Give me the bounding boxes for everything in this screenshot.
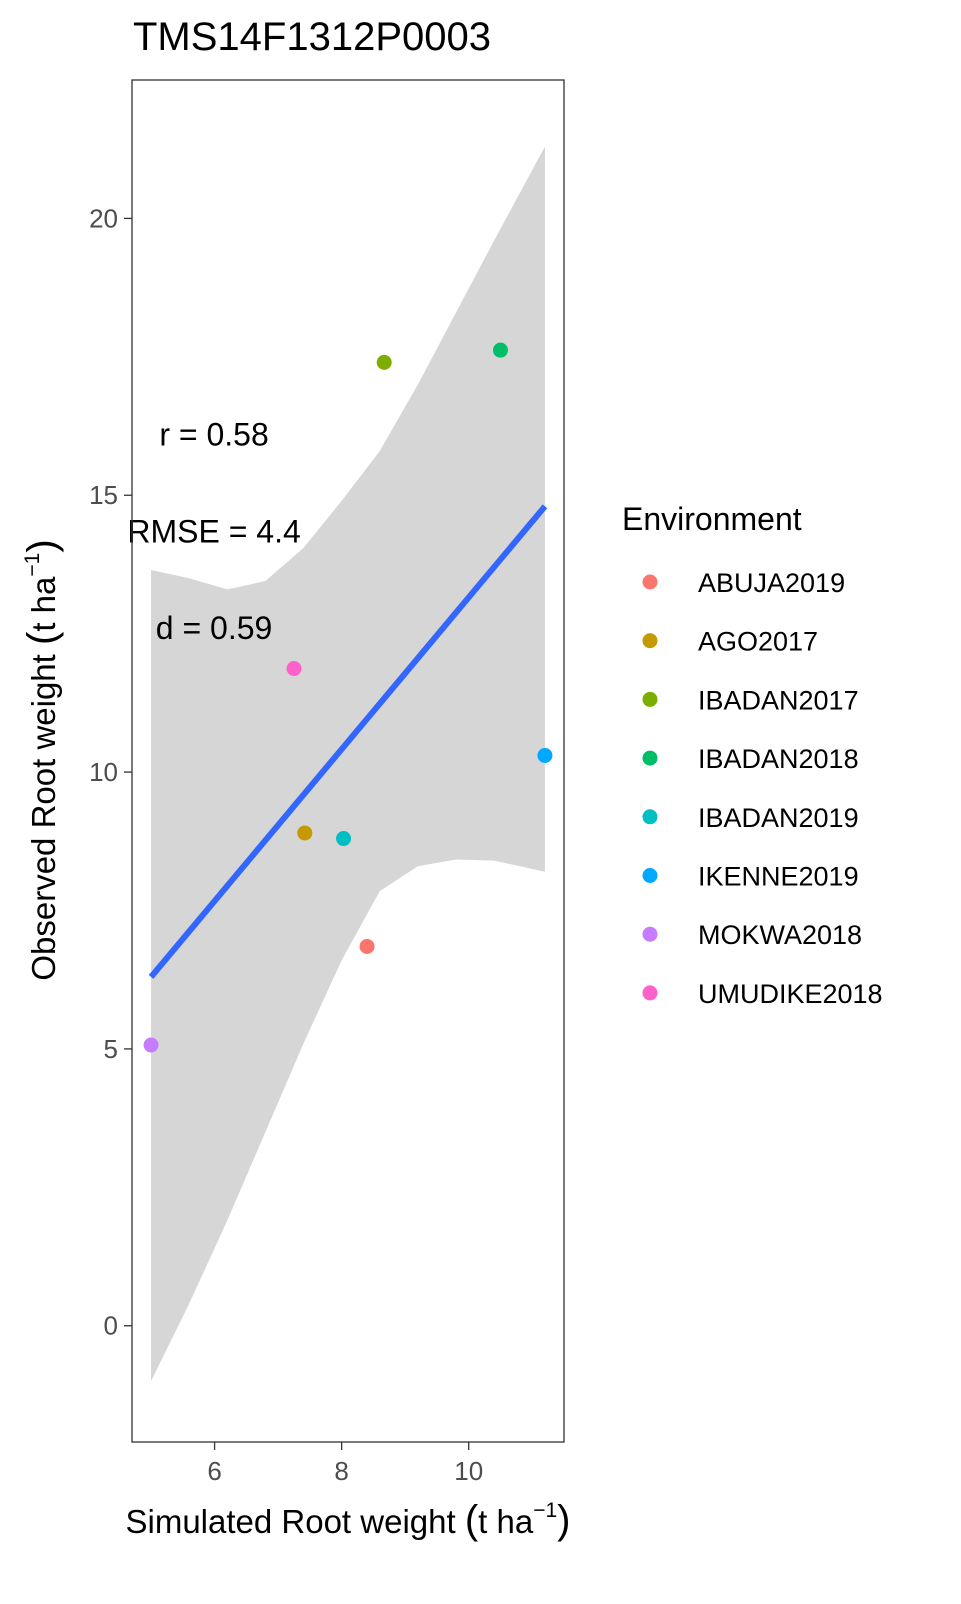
- y-axis-label: Observed Root weight (t ha−1): [20, 539, 64, 980]
- legend-label-ibadan2018: IBADAN2018: [698, 744, 859, 774]
- legend-label-umudike2018: UMUDIKE2018: [698, 979, 883, 1009]
- legend-title: Environment: [622, 501, 802, 537]
- legend-key-mokwa2018: [642, 926, 658, 942]
- x-axis-label-unit: t ha: [478, 1503, 534, 1540]
- point-umudike2018: [286, 661, 302, 677]
- y-tick-label-5: 5: [104, 1034, 118, 1064]
- legend-label-ibadan2017: IBADAN2017: [698, 685, 859, 715]
- confidence-band-layer: [151, 146, 545, 1382]
- x-axis-label: Simulated Root weight (t ha−1): [125, 1498, 570, 1542]
- legend: Environment ABUJA2019 AGO2017 IBADAN2017 IB…: [622, 501, 883, 1009]
- y-axis-label-text: Observed Root weight: [25, 654, 62, 981]
- legend-key-abuja2019: [642, 574, 658, 590]
- point-abuja2019: [359, 938, 375, 954]
- x-tick-label-8: 8: [334, 1456, 348, 1486]
- stat-annotation-1: RMSE = 4.4: [127, 513, 300, 549]
- confidence-band: [151, 146, 545, 1382]
- stat-annotation-2: d = 0.59: [156, 610, 273, 646]
- point-mokwa2018: [143, 1037, 159, 1053]
- legend-key-ago2017: [642, 633, 658, 649]
- x-axis-label-text: Simulated Root weight: [125, 1503, 455, 1540]
- y-axis-label-paren-close: ): [20, 539, 64, 552]
- x-axis-label-paren-close: ): [557, 1498, 570, 1542]
- chart-title: TMS14F1312P0003: [133, 15, 491, 59]
- annotations-layer: r = 0.58 RMSE = 4.4 d = 0.59: [127, 416, 300, 646]
- legend-key-umudike2018: [642, 985, 658, 1001]
- legend-key-ikenne2019: [642, 868, 658, 883]
- points-layer: [143, 342, 553, 1053]
- y-axis-label-exponent: −1: [21, 553, 44, 577]
- y-axis-label-unit: t ha: [25, 576, 62, 632]
- x-tick-label-6: 6: [207, 1456, 221, 1486]
- y-axis-label-paren-open: (: [20, 631, 64, 645]
- legend-key-ibadan2019: [642, 809, 658, 825]
- y-tick-label-15: 15: [89, 480, 118, 510]
- point-ikenne2019: [537, 747, 553, 763]
- legend-label-mokwa2018: MOKWA2018: [698, 920, 862, 950]
- legend-label-abuja2019: ABUJA2019: [698, 568, 845, 598]
- point-ago2017: [297, 825, 313, 841]
- regression-line: [148, 504, 548, 979]
- axes-layer: 6 8 10 0 5 10 15 20: [89, 203, 483, 1486]
- y-tick-label-0: 0: [104, 1311, 118, 1341]
- legend-label-ikenne2019: IKENNE2019: [698, 862, 859, 892]
- point-ibadan2018: [492, 342, 508, 358]
- point-ibadan2019: [336, 831, 352, 847]
- x-axis-label-exponent: −1: [533, 1499, 557, 1522]
- x-axis-label-paren-open: (: [465, 1498, 479, 1542]
- legend-items: ABUJA2019 AGO2017 IBADAN2017 IBADAN2018 IBAD…: [642, 568, 883, 1009]
- fit-line-layer: [148, 504, 548, 979]
- x-tick-label-10: 10: [454, 1456, 483, 1486]
- legend-label-ago2017: AGO2017: [698, 627, 818, 657]
- legend-key-ibadan2018: [642, 750, 658, 766]
- plot-panel-border: [131, 79, 565, 1443]
- y-tick-label-10: 10: [89, 757, 118, 787]
- legend-key-ibadan2017: [642, 691, 658, 707]
- legend-label-ibadan2019: IBADAN2019: [698, 803, 859, 833]
- point-ibadan2017: [376, 354, 392, 370]
- y-tick-label-20: 20: [89, 203, 118, 233]
- stat-annotation-0: r = 0.58: [159, 416, 268, 452]
